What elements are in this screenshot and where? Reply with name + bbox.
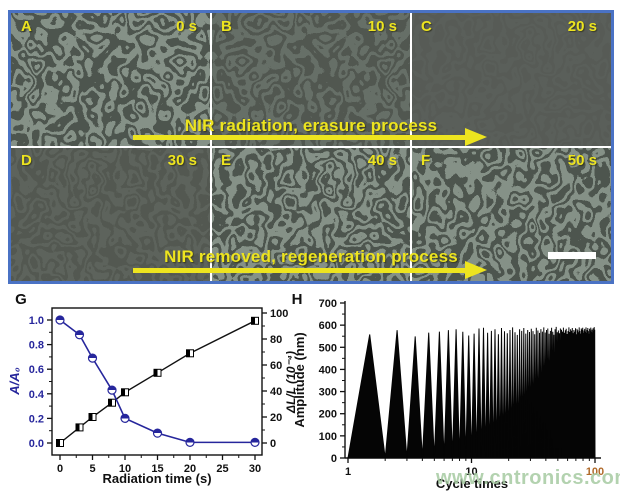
- panel-divider-horizontal: [11, 146, 611, 148]
- svg-text:100: 100: [319, 431, 337, 443]
- svg-text:A/A₀: A/A₀: [7, 367, 22, 396]
- svg-text:500: 500: [319, 342, 337, 354]
- panel-time-label: 20 s: [567, 18, 597, 35]
- fingerprint-pattern: [211, 147, 411, 281]
- svg-text:H: H: [292, 291, 303, 308]
- fingerprint-pattern: [11, 147, 211, 281]
- fingerprint-pattern: [211, 13, 411, 147]
- micrograph-panel-d: D 30 s: [11, 147, 211, 281]
- svg-text:G: G: [15, 291, 27, 308]
- svg-text:0: 0: [57, 463, 63, 475]
- svg-text:Radiation time (s): Radiation time (s): [102, 471, 211, 486]
- svg-text:0.4: 0.4: [29, 389, 45, 401]
- panel-letter: E: [221, 152, 232, 169]
- svg-text:10: 10: [119, 463, 131, 475]
- svg-text:25: 25: [216, 463, 228, 475]
- svg-text:60: 60: [270, 360, 282, 372]
- regeneration-arrow-shaft: [133, 268, 465, 273]
- panel-letter: A: [21, 18, 32, 35]
- svg-text:10: 10: [465, 466, 477, 478]
- regeneration-process-caption: NIR removed, regeneration process: [164, 247, 458, 266]
- micrograph-montage: A 0 s B 10 s C 20 s D 30 s E: [8, 10, 614, 284]
- regeneration-arrow-head-icon: [465, 261, 487, 279]
- micrograph-panel-c: C 20 s: [411, 13, 611, 147]
- svg-text:1.0: 1.0: [29, 315, 44, 327]
- svg-text:100: 100: [586, 466, 604, 478]
- svg-text:200: 200: [319, 409, 337, 421]
- panel-letter: F: [421, 152, 431, 169]
- fingerprint-pattern: [411, 13, 611, 147]
- svg-text:0.8: 0.8: [29, 340, 44, 352]
- svg-text:30: 30: [249, 463, 261, 475]
- micrograph-panel-e: E 40 s: [211, 147, 411, 281]
- svg-text:80: 80: [270, 334, 282, 346]
- scale-bar: [548, 252, 596, 259]
- erasure-arrow-head-icon: [465, 128, 487, 146]
- svg-text:20: 20: [184, 463, 196, 475]
- svg-text:1: 1: [345, 466, 351, 478]
- svg-text:0: 0: [331, 453, 337, 465]
- panel-letter: C: [421, 18, 432, 35]
- svg-text:ΔL/L (10⁻⁴): ΔL/L (10⁻⁴): [284, 351, 298, 414]
- montage-row-1: A 0 s B 10 s C 20 s: [11, 13, 611, 147]
- svg-text:0: 0: [270, 438, 276, 450]
- svg-text:700: 700: [319, 298, 337, 310]
- svg-text:600: 600: [319, 320, 337, 332]
- svg-text:Cycle times: Cycle times: [436, 476, 508, 491]
- panel-letter: D: [21, 152, 32, 169]
- panel-time-label: 0 s: [176, 18, 197, 35]
- svg-text:15: 15: [151, 463, 163, 475]
- panel-time-label: 50 s: [567, 152, 597, 169]
- panel-time-label: 30 s: [167, 152, 197, 169]
- erasure-process-caption: NIR radiation, erasure process: [184, 116, 438, 135]
- svg-text:Amplitude (nm): Amplitude (nm): [292, 332, 307, 427]
- svg-text:20: 20: [270, 412, 282, 424]
- svg-text:0.2: 0.2: [29, 413, 44, 425]
- svg-text:40: 40: [270, 386, 282, 398]
- micrograph-panel-b: B 10 s: [211, 13, 411, 147]
- chart-g-kinetics: G 0 5 10 15 20 25 30 0.0 0.2 0.4 0.6 0.8 1.0 0 20 40 60 80…: [7, 291, 298, 486]
- micrograph-panel-a: A 0 s: [11, 13, 211, 147]
- svg-text:0.0: 0.0: [29, 438, 44, 450]
- fingerprint-pattern: [11, 13, 211, 147]
- svg-text:400: 400: [319, 364, 337, 376]
- svg-text:0.6: 0.6: [29, 364, 44, 376]
- watermark: www.cntronics.com: [436, 467, 620, 489]
- panel-time-label: 10 s: [367, 18, 397, 35]
- chart-h-cycling: H 0 100 200 300 400 500 600 700 1 10 100 Cycle times…: [292, 291, 605, 491]
- panel-letter: B: [221, 18, 232, 35]
- svg-text:5: 5: [89, 463, 95, 475]
- svg-text:300: 300: [319, 387, 337, 399]
- panel-time-label: 40 s: [367, 152, 397, 169]
- erasure-arrow-shaft: [133, 135, 465, 140]
- svg-text:100: 100: [270, 308, 288, 320]
